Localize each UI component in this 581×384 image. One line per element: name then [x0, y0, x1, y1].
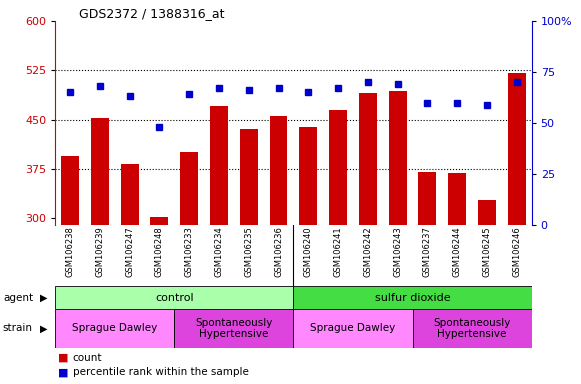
Text: GSM106234: GSM106234 [214, 227, 224, 277]
Text: agent: agent [3, 293, 33, 303]
Bar [413, 309, 532, 348]
Bar [293, 309, 413, 348]
Bar [61, 156, 79, 384]
Bar [150, 217, 168, 384]
Text: GDS2372 / 1388316_at: GDS2372 / 1388316_at [79, 7, 224, 20]
Bar [418, 172, 436, 384]
Text: ■: ■ [58, 367, 69, 377]
Bar [478, 200, 496, 384]
Bar [389, 91, 407, 384]
Text: GSM106246: GSM106246 [512, 227, 521, 277]
Text: GSM106245: GSM106245 [482, 227, 492, 277]
Bar [55, 286, 293, 309]
Text: GSM106240: GSM106240 [304, 227, 313, 277]
Text: Sprague Dawley: Sprague Dawley [310, 323, 396, 333]
Bar [180, 152, 198, 384]
Text: percentile rank within the sample: percentile rank within the sample [73, 367, 249, 377]
Text: GSM106238: GSM106238 [66, 227, 74, 277]
Text: GSM106235: GSM106235 [244, 227, 253, 277]
Bar [359, 93, 376, 384]
Text: control: control [155, 293, 193, 303]
Bar [293, 286, 532, 309]
Text: Spontaneously
Hypertensive: Spontaneously Hypertensive [433, 318, 511, 339]
Text: GSM106241: GSM106241 [333, 227, 343, 277]
Bar [329, 110, 347, 384]
Bar [270, 116, 288, 384]
Bar [55, 309, 174, 348]
Text: sulfur dioxide: sulfur dioxide [375, 293, 450, 303]
Text: GSM106242: GSM106242 [363, 227, 372, 277]
Bar [299, 127, 317, 384]
Text: count: count [73, 353, 102, 363]
Bar [121, 164, 139, 384]
Text: GSM106243: GSM106243 [393, 227, 402, 277]
Text: GSM106247: GSM106247 [125, 227, 134, 277]
Bar [210, 106, 228, 384]
Bar [174, 309, 293, 348]
Bar [508, 73, 526, 384]
Text: GSM106248: GSM106248 [155, 227, 164, 277]
Text: GSM106236: GSM106236 [274, 227, 283, 277]
Bar [91, 118, 109, 384]
Text: strain: strain [3, 323, 33, 333]
Text: GSM106239: GSM106239 [95, 227, 105, 277]
Bar [240, 129, 258, 384]
Text: Spontaneously
Hypertensive: Spontaneously Hypertensive [195, 318, 272, 339]
Text: Sprague Dawley: Sprague Dawley [72, 323, 157, 333]
Text: GSM106237: GSM106237 [423, 227, 432, 277]
Text: ▶: ▶ [40, 293, 47, 303]
Text: ▶: ▶ [40, 323, 47, 333]
Text: ■: ■ [58, 353, 69, 363]
Text: GSM106233: GSM106233 [185, 227, 193, 277]
Bar [449, 174, 466, 384]
Text: GSM106244: GSM106244 [453, 227, 462, 277]
